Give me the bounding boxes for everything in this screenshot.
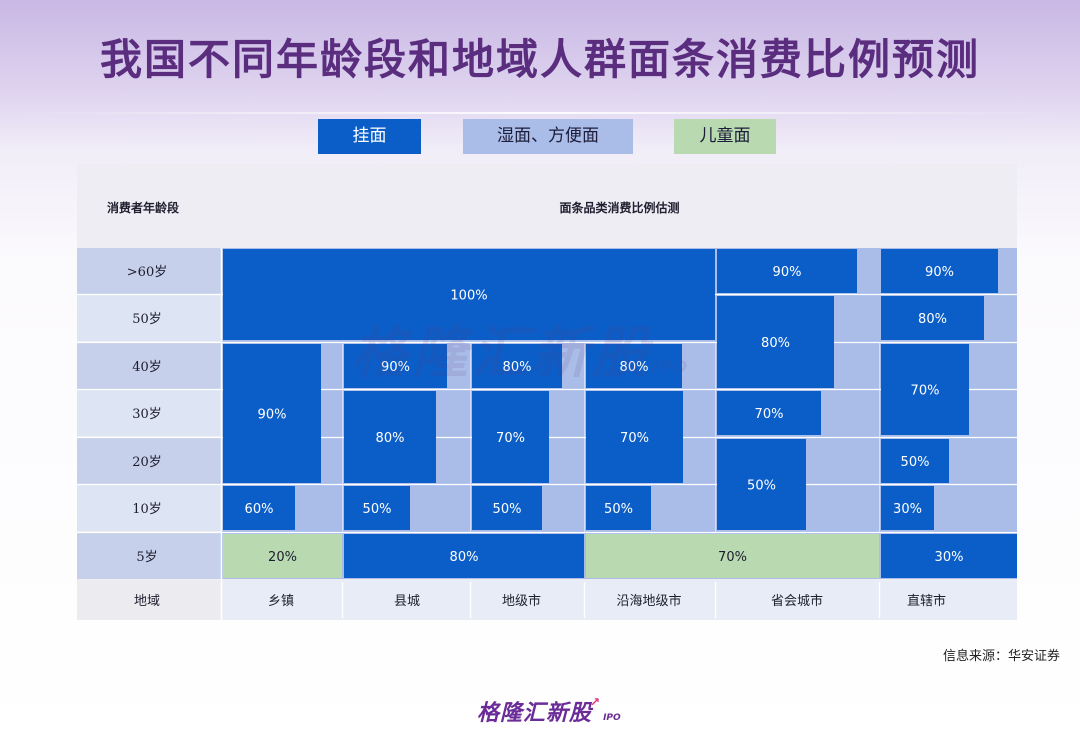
block-guamian: [586, 344, 682, 388]
block-value-label: 50%: [493, 502, 522, 517]
block-guamian: [881, 534, 1017, 578]
block-guamian: [223, 486, 295, 530]
legend-shimian-fangbianmian: 湿面、方便面: [463, 119, 633, 154]
age-label: >60岁: [127, 265, 167, 280]
block-ertongmian: [223, 534, 342, 578]
block-guamian: [881, 296, 984, 340]
legend-ertongmian: 儿童面: [674, 119, 776, 154]
block-value-label: 90%: [258, 408, 287, 423]
block-value-label: 20%: [268, 550, 297, 565]
block-value-label: 70%: [620, 431, 649, 446]
region-row: [222, 580, 1017, 620]
block-guamian: [717, 439, 806, 530]
block-guamian: [223, 344, 321, 483]
block-value-label: 30%: [893, 502, 922, 517]
age-label-cell: [77, 533, 221, 579]
block-ertongmian: [586, 534, 879, 578]
block-value-label: 70%: [496, 431, 525, 446]
block-value-label: 50%: [363, 502, 392, 517]
age-label: 30岁: [132, 407, 162, 422]
block-value-label: 80%: [503, 360, 532, 375]
region-label: 直辖市: [907, 593, 946, 609]
block-guamian: [881, 486, 934, 530]
block-value-label: 80%: [918, 312, 947, 327]
block-value-label: 100%: [450, 289, 487, 304]
block-value-label: 50%: [901, 455, 930, 470]
block-guamian: [344, 486, 410, 530]
logo-arrow-icon: ↗: [590, 695, 602, 709]
age-column-header: 消费者年龄段: [107, 201, 180, 215]
block-guamian: [881, 344, 969, 435]
region-label: 县城: [394, 594, 420, 609]
logo: 格隆汇新股↗IPO: [477, 695, 621, 726]
block-value-label: 80%: [376, 431, 405, 446]
region-label: 省会城市: [771, 593, 823, 609]
block-value-label: 80%: [450, 550, 479, 565]
block-guamian: [717, 296, 834, 388]
block-guamian: [472, 391, 549, 483]
logo-text: 格隆汇新股: [477, 701, 593, 726]
title-divider: [18, 112, 1062, 114]
region-label: 乡镇: [268, 594, 294, 609]
age-label: 20岁: [132, 455, 162, 470]
age-label: 5岁: [136, 550, 157, 565]
block-guamian: [344, 344, 447, 388]
block-guamian: [344, 391, 436, 483]
age-label-cell: [77, 343, 221, 389]
block-guamian: [586, 486, 651, 530]
block-guamian: [717, 391, 821, 435]
block-guamian: [881, 249, 998, 293]
block-guamian: [881, 439, 949, 483]
block-value-label: 30%: [935, 550, 964, 565]
block-value-label: 80%: [761, 336, 790, 351]
block-value-label: 50%: [747, 479, 776, 494]
block-guamian: [586, 391, 683, 483]
block-guamian: [472, 344, 562, 388]
region-row-label-cell: [77, 580, 221, 620]
block-value-label: 90%: [925, 265, 954, 280]
age-label-cell: [77, 438, 221, 484]
block-guamian: [223, 249, 715, 340]
block-guamian: [472, 486, 542, 530]
block-value-label: 90%: [381, 360, 410, 375]
chart-panel: 消费者年龄段 面条品类消费比例估测 >60岁 50岁 40岁 30岁 20岁 10岁 5岁地…: [77, 164, 1017, 620]
legend-guamian: 挂面: [318, 119, 421, 154]
block-value-label: 70%: [718, 550, 747, 565]
block-value-label: 80%: [620, 360, 649, 375]
logo-ipo: IPO: [603, 713, 621, 723]
region-label: 沿海地级市: [616, 593, 681, 609]
page-title: 我国不同年龄段和地域人群面条消费比例预测: [99, 35, 980, 84]
age-label: 10岁: [132, 502, 162, 517]
age-label-cell: [77, 295, 221, 341]
block-value-label: 90%: [773, 265, 802, 280]
age-label: 40岁: [132, 360, 162, 375]
age-label: 50岁: [132, 312, 162, 327]
age-label-cell: [77, 390, 221, 436]
region-label: 地级市: [502, 593, 541, 609]
block-value-label: 70%: [911, 384, 940, 399]
main-column-header: 面条品类消费比例估测: [559, 201, 680, 215]
region-row-label: 地域: [134, 594, 160, 609]
block-guamian: [344, 534, 584, 578]
source-note: 信息来源：华安证券: [942, 649, 1060, 664]
block-guamian: [717, 249, 857, 293]
block-value-label: 50%: [604, 502, 633, 517]
age-label-cell: [77, 485, 221, 531]
block-value-label: 60%: [245, 502, 274, 517]
block-value-label: 70%: [755, 407, 784, 422]
age-label-cell: [77, 248, 221, 294]
